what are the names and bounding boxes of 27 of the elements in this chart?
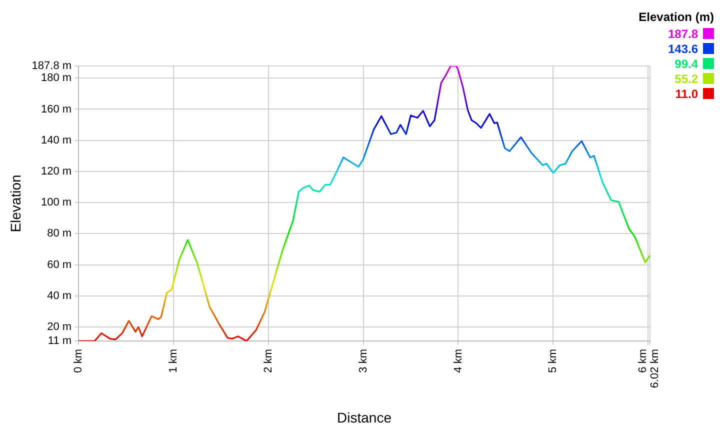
y-tick-label: 100 m — [40, 196, 72, 209]
color-bar-label: 11.0 — [675, 86, 698, 100]
y-tick-label: 140 m — [40, 134, 72, 146]
color-bar-label: 143.6 — [668, 42, 698, 56]
y-tick-label: 187.8 m — [32, 60, 72, 72]
x-tick-label: 6 km — [637, 349, 650, 373]
x-tick-label: 3 km — [357, 349, 370, 373]
color-bar-title: Elevation (m) — [638, 10, 714, 24]
y-tick-label: 20 m — [47, 321, 72, 334]
y-tick-label: 60 m — [47, 258, 72, 271]
x-tick-label: 0 km — [72, 349, 85, 373]
y-tick-label: 40 m — [47, 290, 72, 302]
x-tick-label: 1 km — [168, 349, 180, 373]
x-tick-label: 2 km — [262, 349, 274, 373]
x-tick-label: 4 km — [452, 349, 464, 373]
color-bar-label: 55.2 — [674, 72, 698, 86]
y-tick-label: 120 m — [40, 165, 72, 178]
color-bar-label: 99.4 — [674, 56, 698, 70]
x-axis-title: Distance — [337, 409, 392, 426]
y-tick-label: 180 m — [40, 72, 72, 84]
x-tick-label: 5 km — [547, 349, 560, 373]
y-axis-title: Elevation — [7, 174, 24, 232]
y-tick-label: 160 m — [40, 103, 72, 116]
y-tick-label: 11 m — [48, 335, 72, 348]
y-tick-label: 80 m — [47, 228, 72, 240]
color-bar-label: 187.8 — [668, 26, 698, 40]
x-tick-label: 6.02 km — [649, 349, 662, 388]
